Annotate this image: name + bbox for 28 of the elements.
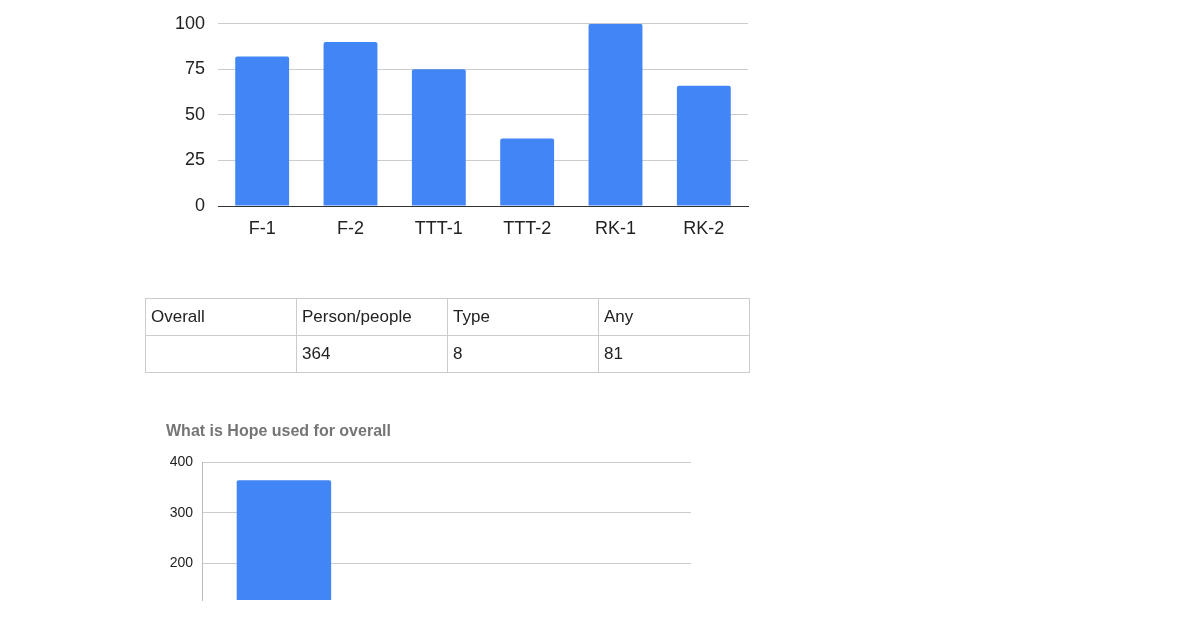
category-label: Type: [453, 307, 490, 326]
data-label: 81: [598, 335, 750, 373]
bar: [235, 56, 290, 206]
category-label: Any: [604, 307, 634, 326]
y-tick-label: 200: [169, 554, 194, 571]
data-label: 8: [447, 335, 599, 373]
y-tick-label: 400: [169, 452, 194, 469]
y-tick-label: 300: [169, 503, 194, 520]
bar: [500, 138, 555, 206]
category-label: Person/people: [302, 307, 412, 326]
x-tick-label: RK-1: [594, 217, 637, 238]
bar: [676, 85, 731, 206]
bar: [411, 69, 466, 206]
y-tick-label: 25: [184, 149, 205, 170]
x-tick-label: F-1: [248, 217, 276, 238]
x-tick-label: F-2: [337, 217, 364, 238]
x-tick-label: RK-2: [683, 217, 725, 238]
data-label: 364: [296, 335, 448, 373]
y-tick-label: 75: [184, 58, 205, 79]
bar: [323, 42, 378, 206]
y-tick-label: 0: [194, 194, 205, 215]
x-tick-label: TTT-2: [503, 217, 552, 238]
y-tick-label: 100: [174, 12, 205, 33]
x-tick-label: TTT-1: [414, 217, 463, 238]
bar: [588, 23, 643, 206]
y-tick-label: 50: [184, 103, 205, 124]
chart-title: What is Hope used for overall: [166, 422, 391, 440]
text: Overall: [151, 307, 205, 326]
